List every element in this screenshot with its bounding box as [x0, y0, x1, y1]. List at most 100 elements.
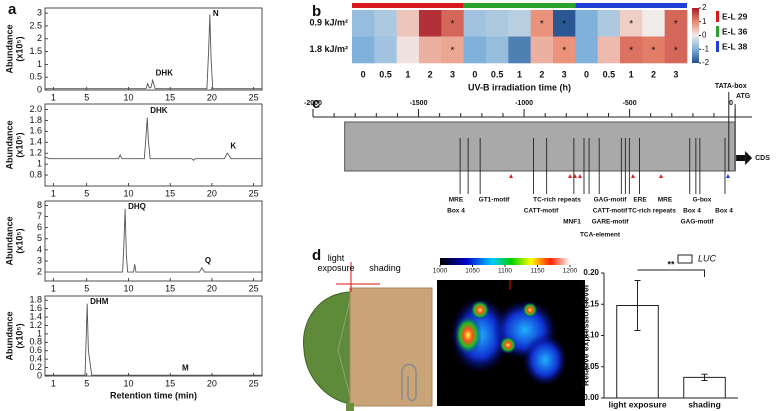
x-tick-label: 2	[428, 69, 433, 79]
y-tick-label: 1.6	[29, 303, 42, 313]
element-label: MRE	[449, 197, 464, 204]
heat-cell	[553, 36, 576, 64]
legend-swatch	[716, 41, 719, 52]
leaf-photo	[303, 262, 433, 411]
peak-label: DHK	[150, 106, 168, 115]
y-tick-label: 1.5	[29, 46, 42, 56]
heat-cell	[642, 36, 665, 64]
element-label: MRE	[658, 197, 673, 204]
x-tick-label: 2	[651, 69, 656, 79]
axis-tick-label: 0	[729, 100, 733, 107]
peak-label: N	[213, 9, 219, 18]
y-tick-label: 0.05	[583, 362, 599, 371]
panel-label: c	[312, 95, 320, 112]
heat-cell	[463, 10, 487, 37]
colorbar-tick-label: 1000	[433, 268, 448, 275]
element-label: CATT-motif	[593, 208, 628, 215]
x-tick-label: 1	[517, 69, 522, 79]
x-tick-label: 15	[165, 188, 175, 198]
y-axis-label: Abundance	[4, 216, 14, 265]
significance-star: *	[629, 19, 633, 30]
significance-star: *	[674, 19, 678, 30]
cds-arrow-body	[736, 155, 746, 161]
heat-cell	[664, 10, 688, 37]
colorbar-tick-label: 1100	[498, 268, 512, 275]
significance-star: *	[674, 45, 678, 56]
x-tick-label: 25	[249, 283, 259, 293]
colorbar-tick-label: -2	[702, 58, 710, 67]
element-label: TC-rich repeats	[628, 208, 676, 215]
x-tick-label: 1	[51, 188, 56, 198]
chromatogram-line	[44, 117, 262, 161]
heat-cell	[419, 36, 442, 64]
legend-swatch	[716, 26, 719, 37]
chromatogram-line	[45, 14, 262, 90]
element-label: Box 4	[447, 208, 465, 215]
axis-tick-label: -1500	[410, 100, 428, 107]
element-label: CATT-motif	[524, 208, 559, 215]
peak-label: M	[182, 363, 189, 372]
axis-tick-label: -1000	[515, 100, 533, 107]
y-tick-label: 2	[37, 266, 42, 276]
heat-cell	[597, 10, 621, 37]
y-tick-label: 1.8	[29, 115, 42, 125]
chromatogram-line	[45, 208, 262, 273]
x-tick-label: 20	[207, 188, 217, 198]
colorbar-tick-label: 2	[702, 3, 707, 12]
significance-bracket	[637, 269, 705, 277]
colorbar-tick-label: 1200	[563, 268, 578, 275]
legend-label: E-L 29	[722, 11, 748, 21]
x-tick-label: 20	[207, 378, 217, 388]
x-tick-label: 0.5	[491, 69, 504, 79]
y-tick-label: 0	[37, 370, 42, 380]
axis-tick-label: -500	[623, 100, 637, 107]
significance-star: *	[562, 45, 566, 56]
peak-label: Q	[205, 256, 211, 265]
photo-label: shading	[369, 263, 401, 273]
y-tick-label: 0.00	[583, 393, 599, 402]
y-tick-label: 0.20	[583, 268, 599, 277]
colorbar-tick-label: 1	[702, 17, 707, 26]
heat-cell	[441, 36, 464, 64]
x-tick-label: 15	[165, 92, 175, 102]
element-label: Box 4	[683, 208, 701, 215]
legend-swatch	[677, 254, 693, 264]
y-tick-label: 8	[37, 200, 42, 210]
x-tick-label: 25	[249, 378, 259, 388]
heat-cell	[419, 10, 442, 37]
y-tick-label: 0.15	[583, 299, 599, 308]
plot-frame	[44, 200, 263, 282]
element-label: GARE-motif	[592, 219, 630, 226]
x-tick-label: 1	[51, 283, 56, 293]
colorbar-tick-label: 1150	[531, 268, 545, 275]
element-label: G-box	[693, 197, 712, 204]
row-label: 1.8 kJ/m²	[309, 44, 348, 54]
x-tick-label: 0	[361, 69, 366, 79]
x-tick-label: 20	[207, 92, 217, 102]
element-label: ERE	[633, 197, 647, 204]
heat-cell	[352, 36, 375, 64]
y-axis-label: Abundance	[4, 311, 14, 360]
x-tick-label: 10	[123, 188, 133, 198]
panel-label: b	[312, 3, 321, 20]
significance-label: **	[667, 259, 675, 269]
y-tick-label: 0	[37, 84, 42, 94]
x-tick-label: 3	[562, 69, 567, 79]
axis-tick-label: -2000	[304, 100, 322, 107]
x-tick-label: 10	[123, 92, 133, 102]
x-tick-label: 10	[123, 378, 133, 388]
significance-star: *	[540, 19, 544, 30]
y-tick-label: 1.4	[29, 137, 42, 147]
y-axis-label: (x10⁵)	[14, 36, 24, 61]
legend-label: LUC	[698, 253, 717, 263]
x-tick-label: shading	[688, 399, 721, 409]
legend-swatch	[716, 11, 719, 22]
heat-cell	[575, 10, 598, 37]
y-tick-label: 3	[37, 8, 42, 18]
heat-cell	[396, 10, 420, 37]
heat-cell	[642, 10, 665, 37]
y-tick-label: 1.8	[29, 295, 42, 305]
element-label: TC-rich repeats	[533, 197, 581, 204]
peak-label: DHK	[156, 68, 174, 77]
